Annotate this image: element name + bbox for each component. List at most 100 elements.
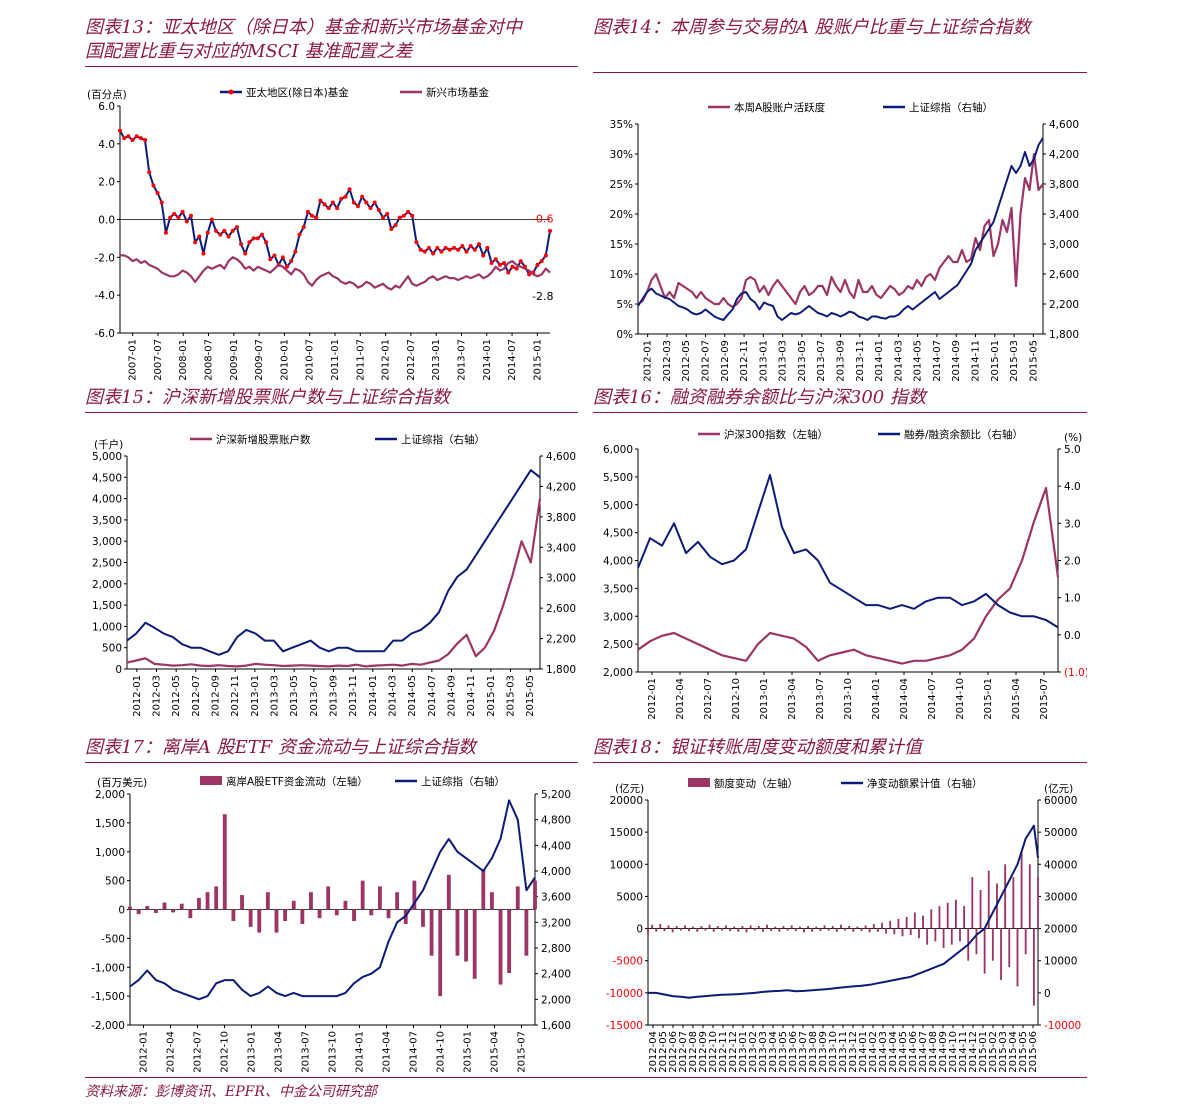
c17-bar xyxy=(429,909,434,956)
c13-series-1-point xyxy=(376,208,381,213)
c18-y2tick-label: 30000 xyxy=(1044,891,1077,903)
c13-xtick-label: 2008-01 xyxy=(178,339,189,381)
c13-series-1-point xyxy=(460,243,465,248)
c13-series-1-point xyxy=(439,249,444,254)
c18-xtick-label: 2015-04 xyxy=(1008,1031,1019,1073)
c18-bar xyxy=(766,924,768,929)
c15-legend-label-2: 上证综指（右轴） xyxy=(401,433,485,446)
c13-ytick-label: -6.0 xyxy=(95,328,116,340)
c17-xtick-label: 2012-04 xyxy=(166,1031,177,1073)
c18-bar xyxy=(819,928,822,932)
c18-bar xyxy=(700,926,703,929)
c17-y2tick-label: 4,000 xyxy=(541,866,571,878)
c18-bar xyxy=(823,925,826,929)
c16-legend-label-1: 沪深300指数（左轴） xyxy=(724,428,828,441)
c17-ytick-label: -2,000 xyxy=(91,1020,125,1032)
c15-ytick-label: 3,000 xyxy=(92,536,122,548)
c16-series-1-line xyxy=(637,486,1060,665)
chart-15-title: 图表15：沪深新增股票账户数与上证综合指数 xyxy=(85,386,578,413)
c17-xtick-label: 2012-01 xyxy=(139,1031,150,1073)
c18-bar xyxy=(704,928,707,931)
c17-bar xyxy=(265,892,270,910)
c18-ytick-label: -10000 xyxy=(606,988,643,1000)
c13-series-1-point xyxy=(401,213,406,218)
c13-series-1-point xyxy=(393,223,398,228)
c13-series-1-point xyxy=(259,232,264,237)
c13-series-1-point xyxy=(389,226,394,231)
c18-bar xyxy=(889,920,892,929)
c15-xtick-label: 2014-07 xyxy=(427,675,438,717)
c16-y2tick-label: 3.0 xyxy=(1064,518,1081,530)
c18-y2label: (亿元) xyxy=(1044,782,1073,795)
c13-series-1-point xyxy=(122,136,127,141)
c18-bar xyxy=(757,926,760,929)
c14-legend-label-1: 本周A股账户活跃度 xyxy=(734,101,826,114)
c17-bar xyxy=(369,909,374,916)
c14-xtick-label: 2012-01 xyxy=(643,340,654,382)
c13-series-1-point xyxy=(205,230,210,235)
c17-bar xyxy=(128,906,132,910)
c14-xtick-label: 2012-03 xyxy=(662,340,673,382)
c18-ylabel: (亿元) xyxy=(615,782,644,795)
c18-xtick-label: 2015-02 xyxy=(988,1031,999,1073)
c16-ytick-label: 6,000 xyxy=(603,444,633,456)
c18-bar xyxy=(1012,877,1015,929)
c17-xtick-label: 2012-10 xyxy=(220,1031,231,1073)
c16-ytick-label: 4,500 xyxy=(603,528,633,540)
c13-series-1-point xyxy=(326,206,331,211)
c16-ytick-label: 5,000 xyxy=(603,500,633,512)
c17-xtick-label: 2015-01 xyxy=(463,1031,474,1073)
c17-xtick-label: 2014-01 xyxy=(355,1031,366,1073)
c15-xtick-label: 2012-07 xyxy=(191,675,202,717)
c13-xtick-label: 2014-01 xyxy=(482,339,493,381)
c16-xtick-label: 2013-01 xyxy=(759,678,770,720)
c13-series-1-point xyxy=(138,136,143,141)
c18-bar xyxy=(872,924,875,929)
c13-series-1-point xyxy=(364,200,369,205)
c14-ytick-label: 5% xyxy=(616,299,633,311)
c18-bar xyxy=(815,926,818,929)
c16-legend-label-2: 融券/融资余额比（右轴） xyxy=(904,428,1023,441)
c13-series-1-point xyxy=(422,249,427,254)
c13-ylabel: (百分点) xyxy=(87,89,127,101)
c18-bar xyxy=(909,928,912,935)
c18-bar xyxy=(762,928,764,932)
c18-y2tick-label: 10000 xyxy=(1044,956,1077,968)
c18-bar xyxy=(1004,864,1007,929)
c17-bar xyxy=(274,909,279,933)
c15-ytick-label: 2,500 xyxy=(92,558,122,570)
c13-series-1-point xyxy=(255,236,260,241)
c17-ytick-label: -1,500 xyxy=(91,991,125,1003)
c17-bar xyxy=(145,906,150,910)
c17-y2tick-label: 3,600 xyxy=(541,892,571,904)
c18-bar xyxy=(1008,928,1011,968)
c14-xtick-label: 2012-05 xyxy=(681,340,692,382)
c15-ytick-label: 1,000 xyxy=(92,621,122,633)
c17-y2tick-label: 2,000 xyxy=(541,994,571,1006)
c13-series-1-point xyxy=(535,262,540,267)
c18-bar xyxy=(983,928,986,974)
c18-bar xyxy=(786,928,789,931)
c18-xtick-label: 2012-12 xyxy=(728,1031,739,1073)
c18-xtick-label: 2013-08 xyxy=(808,1031,819,1073)
c18-bar xyxy=(893,928,896,935)
c18-xtick-label: 2014-08 xyxy=(928,1031,939,1073)
c15-series-1-line xyxy=(126,498,542,668)
c18-bar xyxy=(712,928,715,932)
c13-series-1-point xyxy=(355,204,360,209)
c13-series-1-point xyxy=(209,217,214,222)
c18-bar xyxy=(651,924,654,929)
c14-ytick-label: 20% xyxy=(610,209,633,221)
c15-ylabel: (千户) xyxy=(94,438,123,451)
c18-bar xyxy=(729,928,732,932)
c13-series-1-point xyxy=(543,253,548,258)
c18-bar xyxy=(934,928,937,942)
c14-ytick-label: 15% xyxy=(610,239,633,251)
c14-y2tick-label: 1,800 xyxy=(1049,329,1079,341)
c17-bar xyxy=(438,909,443,997)
c18-bar xyxy=(987,870,990,929)
c13-series-1-point xyxy=(468,243,473,248)
c16-xtick-label: 2012-10 xyxy=(731,678,742,720)
c15-y2tick-label: 4,200 xyxy=(546,481,576,493)
c18-bar xyxy=(684,925,686,929)
